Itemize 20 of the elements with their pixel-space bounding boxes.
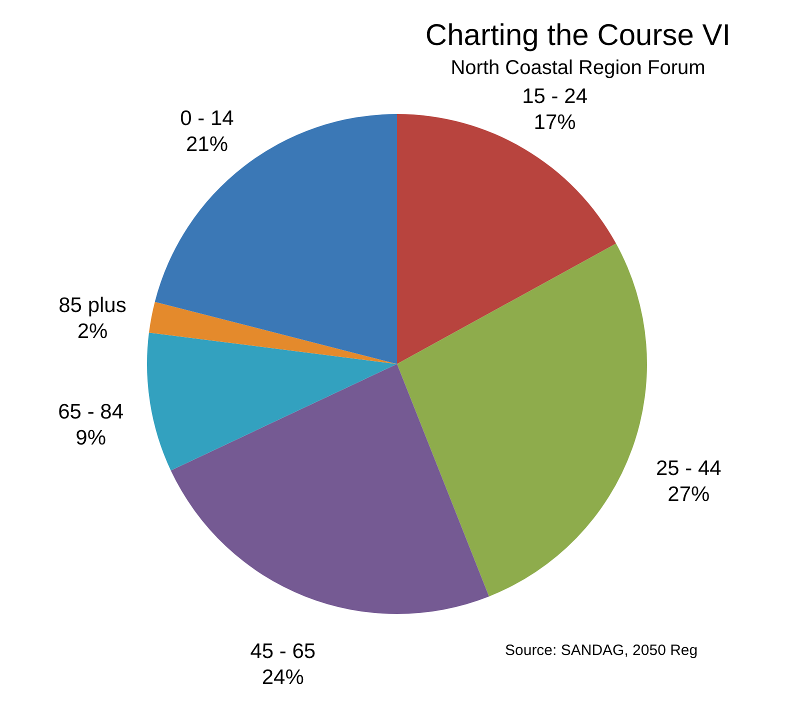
slice-label: 65 - 84 xyxy=(58,400,124,424)
chart-title: Charting the Course VI xyxy=(425,19,731,52)
slice-label: 45 - 65 xyxy=(250,640,316,664)
data-label: 21% xyxy=(186,133,228,156)
data-label: 2% xyxy=(77,320,108,343)
pie-slice xyxy=(397,244,647,596)
slice-label: 0 - 14 xyxy=(180,107,234,130)
data-label: 17% xyxy=(534,111,576,134)
slice-label: 25 - 44 xyxy=(656,457,722,480)
data-label: 27% xyxy=(668,483,710,506)
pie-slice xyxy=(148,302,397,364)
slice-label: 15 - 24 xyxy=(522,85,588,108)
pie-slice xyxy=(397,114,616,364)
data-label: 9% xyxy=(76,426,106,450)
chart-subtitle: North Coastal Region Forum xyxy=(450,57,706,79)
source-note: Source: SANDAG, 2050 Reg xyxy=(505,642,698,659)
data-label: 24% xyxy=(262,666,304,690)
slice-label: 85 plus xyxy=(58,294,126,317)
pie-slice xyxy=(147,332,397,470)
pie-slice xyxy=(170,364,490,614)
